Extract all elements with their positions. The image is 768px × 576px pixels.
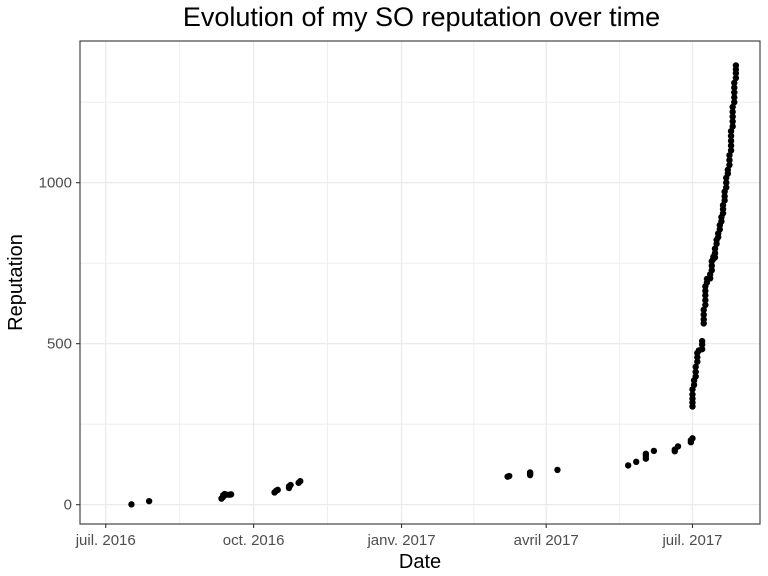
data-point <box>702 301 709 309</box>
data-point <box>708 262 715 269</box>
data-point <box>729 113 736 120</box>
data-point <box>297 477 304 485</box>
x-tick-label: avril 2017 <box>514 532 579 549</box>
data-point <box>698 337 706 345</box>
chart-title: Evolution of my SO reputation over time <box>182 2 661 32</box>
data-point <box>674 443 682 450</box>
data-point <box>145 497 153 505</box>
data-point <box>727 147 735 154</box>
data-point <box>731 94 738 101</box>
data-point <box>724 166 732 173</box>
data-point <box>711 249 719 257</box>
data-point <box>732 74 740 82</box>
data-point <box>692 368 699 376</box>
data-point <box>554 466 561 474</box>
data-point <box>711 245 719 252</box>
data-point <box>128 501 135 508</box>
x-tick-label: juil. 2017 <box>661 532 722 549</box>
data-point <box>731 89 738 96</box>
x-tick-label: oct. 2016 <box>223 532 285 549</box>
x-axis-title: Date <box>399 551 441 573</box>
data-point <box>702 292 709 299</box>
data-point <box>726 152 733 159</box>
data-point <box>287 481 294 489</box>
data-point <box>690 381 698 389</box>
data-point <box>633 458 640 466</box>
grid <box>80 41 760 524</box>
y-tick-label: 1000 <box>39 175 72 192</box>
data-point <box>702 297 709 304</box>
data-point <box>727 127 735 135</box>
data-point <box>689 435 696 442</box>
data-point <box>723 179 730 186</box>
data-point <box>719 202 727 209</box>
data-point <box>506 472 513 480</box>
data-point <box>726 161 733 169</box>
data-point <box>700 311 707 318</box>
data-point <box>729 103 736 111</box>
data-point <box>732 62 740 69</box>
data-points <box>128 62 740 508</box>
data-point <box>731 79 738 87</box>
data-point <box>689 391 696 398</box>
data-point <box>702 287 709 295</box>
data-point <box>731 84 738 91</box>
data-point <box>729 118 736 125</box>
data-point <box>692 373 699 380</box>
data-point <box>727 142 735 149</box>
data-point <box>698 345 706 353</box>
data-point <box>692 363 699 371</box>
data-point <box>726 156 733 164</box>
y-tick-label: 0 <box>64 497 72 514</box>
data-point <box>624 462 632 469</box>
data-point <box>642 450 650 458</box>
data-point <box>526 469 534 476</box>
data-point <box>650 447 658 455</box>
data-point <box>731 98 738 106</box>
data-point <box>721 193 728 200</box>
data-point <box>700 316 707 323</box>
data-point <box>274 486 281 494</box>
data-point <box>708 267 715 274</box>
data-point <box>727 132 735 140</box>
x-tick-label: janv. 2017 <box>366 532 435 549</box>
data-point <box>694 358 701 365</box>
panel-border <box>79 40 761 525</box>
y-tick-label: 500 <box>47 336 72 353</box>
data-point <box>729 108 736 116</box>
data-point <box>227 491 235 498</box>
x-tick-label: juil. 2016 <box>75 532 136 549</box>
data-point <box>727 137 735 145</box>
axes: juil. 2016 oct. 2016 janv. 2017 avril 2017 j… <box>39 175 723 549</box>
y-axis-title: Reputation <box>5 234 27 331</box>
data-point <box>723 184 730 191</box>
data-point <box>729 123 736 130</box>
data-point <box>700 306 707 314</box>
